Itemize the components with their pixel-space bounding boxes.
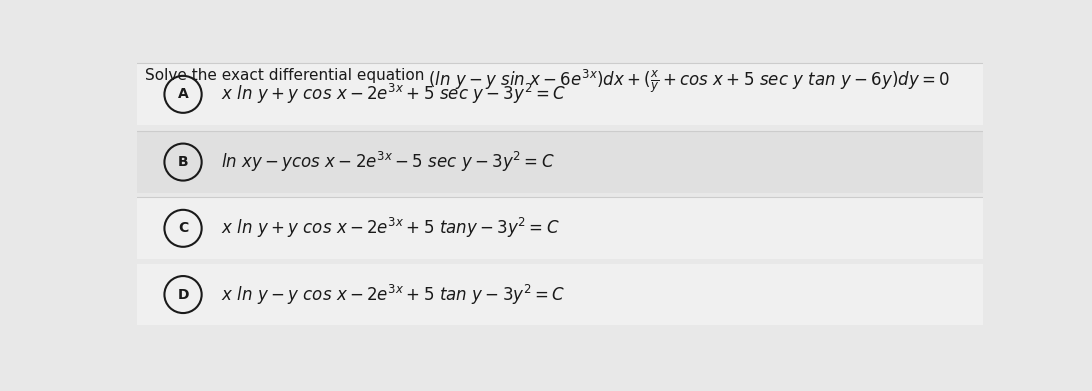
Text: $x\ ln\ y + y\ cos\ x - 2e^{3x} + 5\ tany - 3y^2 = C$: $x\ ln\ y + y\ cos\ x - 2e^{3x} + 5\ tan… [221, 216, 560, 240]
Text: $ln\ xy - ycos\ x - 2e^{3x} - 5\ sec\ y - 3y^2 = C$: $ln\ xy - ycos\ x - 2e^{3x} - 5\ sec\ y … [221, 150, 555, 174]
FancyBboxPatch shape [136, 264, 983, 325]
Text: D: D [177, 287, 189, 301]
Text: C: C [178, 221, 188, 235]
Text: A: A [178, 87, 189, 101]
Text: $x\ ln\ y + y\ cos\ x - 2e^{3x} + 5\ sec\ y - 3y^2 = C$: $x\ ln\ y + y\ cos\ x - 2e^{3x} + 5\ sec… [221, 82, 566, 106]
Text: Solve the exact differential equation: Solve the exact differential equation [145, 68, 429, 83]
Text: $(ln\ y - y\ sin\ x - 6e^{3x})dx + (\frac{x}{y} + cos\ x + 5\ sec\ y\ tan\ y - 6: $(ln\ y - y\ sin\ x - 6e^{3x})dx + (\fra… [428, 68, 950, 96]
FancyBboxPatch shape [136, 63, 983, 125]
Text: B: B [178, 155, 188, 169]
FancyBboxPatch shape [136, 131, 983, 193]
FancyBboxPatch shape [136, 197, 983, 259]
Text: $x\ ln\ y - y\ cos\ x - 2e^{3x} + 5\ tan\ y - 3y^2 = C$: $x\ ln\ y - y\ cos\ x - 2e^{3x} + 5\ tan… [221, 283, 566, 307]
